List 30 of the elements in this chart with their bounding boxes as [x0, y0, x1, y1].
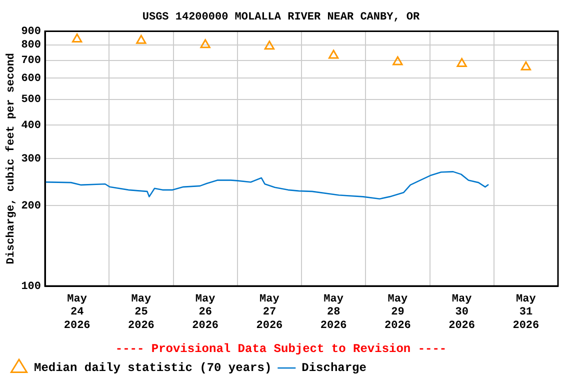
- point: [200, 39, 210, 48]
- y-tick-label: 300: [21, 153, 42, 166]
- y-tick-label: 500: [21, 94, 42, 106]
- x-tick-label: May 25 2026: [128, 293, 154, 332]
- point: [456, 58, 467, 67]
- y-tick-label: 200: [21, 200, 42, 212]
- x-tick-label: May 28 2026: [320, 293, 347, 332]
- y-tick-label: 800: [21, 40, 42, 52]
- point: [392, 56, 403, 66]
- y-tick-label: 400: [21, 120, 42, 132]
- point: [264, 40, 275, 50]
- y-tick-label: 900: [21, 26, 42, 38]
- point: [520, 61, 532, 70]
- chart-title: USGS 14200000 MOLALLA RIVER NEAR CANBY, OR: [142, 11, 420, 24]
- point: [328, 50, 339, 59]
- y-tick-label: 700: [21, 55, 42, 68]
- x-tick-label: May 30 2026: [448, 293, 476, 332]
- legend-label: Discharge: [302, 361, 366, 376]
- text: ---- Provisional Data Subject to Revision ----: [115, 342, 447, 356]
- y-tick-label: 600: [21, 72, 42, 85]
- x-tick-label: May 24 2026: [64, 293, 90, 332]
- x-tick-label: May 31 2026: [512, 293, 540, 332]
- x-tick-label: May 27 2026: [256, 293, 283, 332]
- y-tick-label: 100: [21, 280, 42, 293]
- x-tick-label: May 29 2026: [384, 293, 411, 332]
- y-axis-title: Discharge, cubic feet per second: [4, 52, 18, 264]
- point: [136, 34, 146, 44]
- point: [72, 33, 82, 42]
- x-tick-label: May 26 2026: [192, 293, 219, 332]
- legend-label: Median daily statistic (70 years): [34, 361, 272, 376]
